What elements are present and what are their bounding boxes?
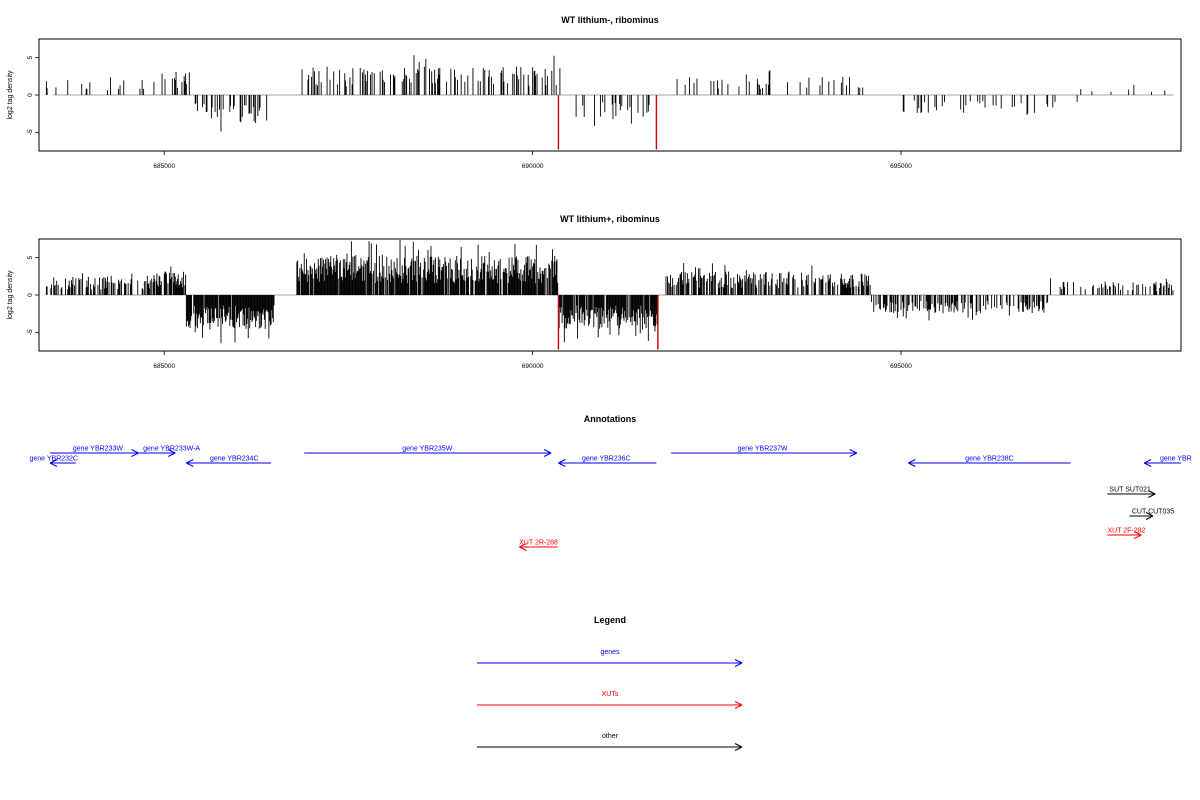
- annotation-label: gene YBR234C: [210, 456, 259, 463]
- annotation-label: gene YBR237W: [737, 446, 787, 453]
- annotation-gene: gene YBR233W-A: [138, 446, 200, 457]
- y-axis-label: log2 tag density: [7, 270, 14, 320]
- chart-panel-lithium-minus: WT lithium-, ribominus log2 tag density …: [7, 15, 1182, 170]
- annotation-label: CUT CUT035: [1132, 509, 1174, 516]
- annotation-label: SUT SUT021: [1109, 487, 1151, 494]
- y-tick-label: 0: [27, 93, 34, 97]
- annotation-gene: gene YBR238C: [908, 456, 1071, 467]
- x-tick-label: 685000: [153, 363, 175, 370]
- y-axis: -5 0 5: [27, 255, 39, 335]
- annotation-label: gene YBR235W: [402, 446, 452, 453]
- x-tick-label: 690000: [522, 163, 544, 170]
- annotation-xut: XUT 2F-282: [1107, 528, 1146, 539]
- annotation-gene: gene YBR233W: [50, 446, 139, 457]
- annotation-features: gene YBR232C gene YBR233W gene YBR233W-A ge…: [29, 446, 1192, 551]
- bar-series: [45, 55, 1174, 150]
- y-tick-label: -5: [27, 329, 34, 335]
- annotation-label: gene YBR233W-A: [143, 446, 200, 453]
- annotation-gene: gene YBR236C: [558, 456, 657, 467]
- legend-item: other: [477, 733, 743, 751]
- annotation-gene: gene YBR235W: [304, 446, 552, 457]
- y-tick-label: 5: [27, 255, 34, 259]
- annotation-label: gene YBR238C: [965, 456, 1014, 463]
- annotation-label: gene YBR233W: [73, 446, 123, 453]
- chart-title: WT lithium-, ribominus: [561, 15, 659, 25]
- annotation-other: SUT SUT021: [1107, 487, 1156, 498]
- chart-title: WT lithium+, ribominus: [560, 214, 660, 224]
- y-axis-label: log2 tag density: [7, 70, 14, 120]
- x-tick-label: 685000: [153, 163, 175, 170]
- legend: Legend genes XUTs other: [477, 615, 743, 751]
- legend-item: genes: [477, 649, 743, 667]
- annotation-gene: gene YBR: [1143, 456, 1192, 467]
- annotation-label: gene YBR: [1160, 456, 1192, 463]
- annotation-gene: gene YBR234C: [186, 456, 272, 467]
- y-axis: -5 0 5: [27, 55, 39, 135]
- annotation-label: XUT 2F-282: [1107, 528, 1145, 535]
- legend-label: genes: [600, 649, 620, 656]
- x-axis: 685000 690000 695000: [153, 351, 912, 370]
- x-tick-label: 695000: [890, 163, 912, 170]
- annotation-gene: gene YBR237W: [671, 446, 858, 457]
- y-tick-label: 0: [27, 293, 34, 297]
- legend-items: genes XUTs other: [477, 649, 743, 751]
- annotation-label: gene YBR236C: [582, 456, 631, 463]
- legend-item: XUTs: [477, 691, 743, 709]
- legend-label: XUTs: [602, 691, 619, 698]
- annotation-label: XUT 2R-288: [519, 540, 558, 547]
- annotation-other: CUT CUT035: [1129, 509, 1174, 520]
- y-tick-label: -5: [27, 129, 34, 135]
- annotations-title: Annotations: [584, 414, 637, 424]
- annotation-xut: XUT 2R-288: [519, 540, 558, 551]
- annotation-gene: gene YBR232C: [29, 456, 78, 467]
- y-tick-label: 5: [27, 55, 34, 59]
- x-tick-label: 695000: [890, 363, 912, 370]
- annotation-label: gene YBR232C: [29, 456, 78, 463]
- x-axis: 685000 690000 695000: [153, 151, 912, 170]
- bar-series: [45, 239, 1174, 350]
- legend-title: Legend: [594, 615, 626, 625]
- legend-label: other: [602, 733, 619, 740]
- chart-panel-lithium-plus: WT lithium+, ribominus log2 tag density …: [7, 214, 1182, 370]
- x-tick-label: 690000: [522, 363, 544, 370]
